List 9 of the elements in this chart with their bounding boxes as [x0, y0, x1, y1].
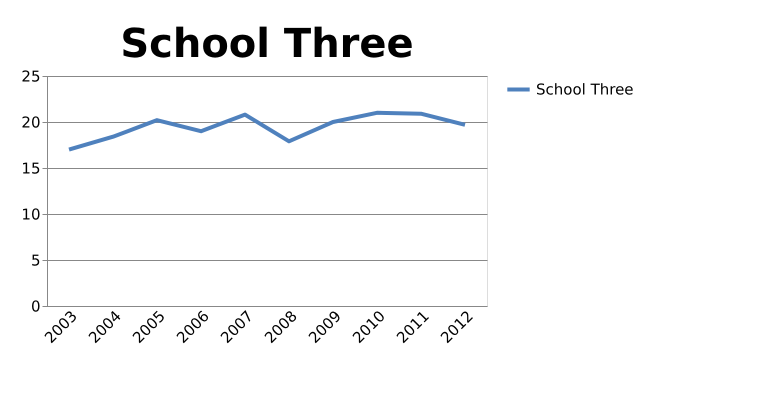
y-tick-label: 25 — [21, 68, 40, 86]
chart-title: School Three — [120, 21, 414, 67]
y-tick-label: 15 — [21, 160, 40, 178]
y-tick-label: 20 — [21, 114, 40, 132]
y-tick-label: 10 — [21, 206, 40, 224]
y-tick-label: 0 — [30, 298, 40, 316]
line-series — [67, 110, 467, 152]
legend-label: School Three — [536, 80, 634, 98]
y-tick-label: 5 — [30, 252, 40, 270]
